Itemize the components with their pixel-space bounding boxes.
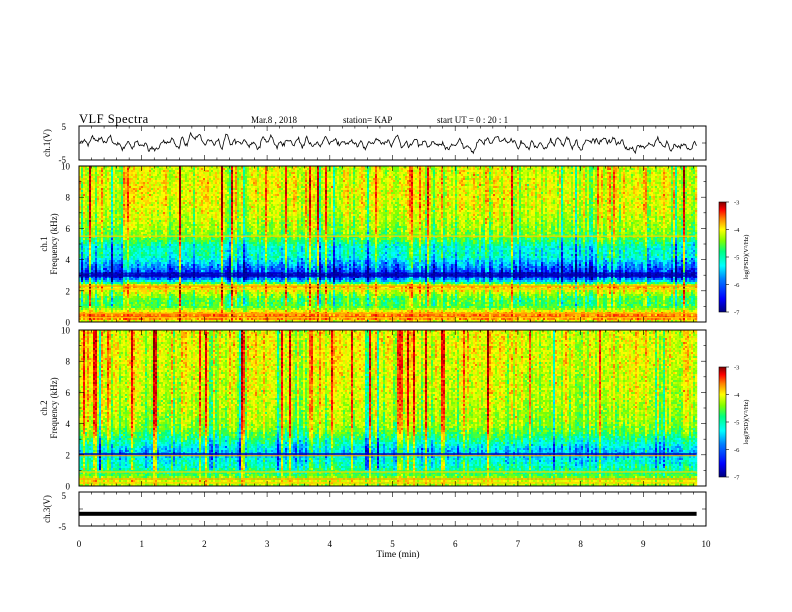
x-ticklabel: 9 (641, 539, 646, 549)
y-ticklabel: 0 (66, 482, 71, 492)
waveform-ch1-trace (79, 131, 697, 155)
spectral-line-bright (79, 482, 697, 484)
spectral-line-bright (79, 316, 697, 319)
figure-header: VLF Spectra Mar.8 , 2018 station= KAP st… (79, 112, 699, 126)
spectral-line-dark (79, 274, 697, 277)
y-ticklabel: 0 (66, 318, 71, 328)
colorbar-ch2-ticks: -3 -4 -5 -6 -7 (726, 365, 740, 482)
colorbar-ch1-gradient (718, 201, 727, 313)
spectrogram-ch2-image (79, 330, 706, 487)
spectral-line-bright (79, 454, 697, 457)
x-axis-label: Time (min) (376, 549, 419, 560)
spectrogram-ch1-image (79, 166, 706, 323)
colorbar-ticklabel: -3 (734, 200, 739, 207)
x-ticklabel: 3 (265, 539, 270, 549)
spectral-line-bright (79, 471, 697, 473)
spectrogram-ch1-yticklabels: 0 2 4 6 8 10 (61, 162, 71, 328)
y-ticklabel: 8 (66, 357, 71, 367)
spectrogram-ch2-ticks (78, 329, 707, 487)
colorbar-ch1: -3 -4 -5 -6 -7 log(PSD)(V²/Hz) (718, 200, 750, 317)
y-ticklabel: 6 (66, 388, 71, 398)
x-ticklabel: 5 (390, 539, 395, 549)
colorbar-ch2: -3 -4 -5 -6 -7 log(PSD)(V²/Hz) (718, 365, 750, 482)
date-label: Mar.8 , 2018 (251, 115, 297, 125)
spectrogram-ch2-yticklabels: 0 2 4 6 8 10 (61, 326, 71, 492)
spectral-line-dark (79, 272, 697, 275)
waveform-ch3-trace (79, 511, 697, 516)
x-ticklabel: 2 (202, 539, 207, 549)
spectrogram-ch2-panel: 0 2 4 6 8 10 ch.2 Frequency (kHz) (39, 326, 707, 492)
spectral-line-bright (79, 235, 697, 237)
x-ticklabel: 1 (139, 539, 144, 549)
spectrogram-ch1-ylabel-channel: ch.1 (39, 236, 49, 251)
spectrogram-ch2-ylabel: Frequency (kHz) (49, 377, 59, 438)
spectrogram-ch1-panel: 0 2 4 6 8 10 ch.1 Frequency (kHz) (39, 162, 707, 328)
colorbar-ticklabel: -7 (734, 475, 740, 482)
x-ticklabel: 10 (702, 539, 712, 549)
y-ticklabel: 10 (61, 326, 71, 336)
spectral-line-dark (79, 453, 697, 456)
waveform-ch3-ylabel: ch.3(V) (42, 495, 52, 523)
colorbar-ticklabel: -5 (734, 420, 739, 427)
start-time-label: start UT = 0 : 20 : 1 (437, 115, 508, 125)
waveform-ch3-panel: 5 -5 ch.3(V) (42, 491, 707, 532)
waveform-ch3-frame (78, 491, 707, 527)
colorbar-ch1-ticks: -3 -4 -5 -6 -7 (726, 200, 740, 317)
x-axis-ticklabels: 0 1 2 3 4 5 6 7 8 9 10 (77, 539, 711, 549)
colorbar-ticklabel: -4 (734, 227, 740, 234)
x-ticklabel: 7 (516, 539, 521, 549)
spectral-line-bright (79, 285, 697, 287)
y-ticklabel: 10 (61, 162, 71, 172)
colorbar-ticklabel: -4 (734, 392, 740, 399)
spectrogram-ch2-ylabel-channel: ch.2 (39, 400, 49, 415)
colorbar-ch1-label: log(PSD)(V²/Hz) (743, 235, 750, 280)
waveform-ch3-ytick-top: 5 (62, 491, 67, 501)
spectral-line-bright (79, 288, 697, 290)
colorbar-ticklabel: -5 (734, 255, 739, 262)
colorbar-ticklabel: -7 (734, 310, 740, 317)
y-ticklabel: 6 (66, 224, 71, 234)
station-label: station= KAP (343, 115, 392, 125)
x-ticklabel: 0 (77, 539, 82, 549)
spectrogram-ch1-ticks (78, 165, 707, 323)
y-ticklabel: 8 (66, 193, 71, 203)
y-ticklabel: 2 (66, 286, 71, 296)
y-ticklabel: 4 (66, 419, 71, 429)
y-ticklabel: 2 (66, 450, 71, 460)
colorbar-ch2-gradient (718, 366, 727, 478)
waveform-ch1-ytick-top: 5 (62, 122, 67, 132)
spectrogram-ch1-ylabel: Frequency (kHz) (49, 213, 59, 274)
x-ticklabel: 6 (453, 539, 458, 549)
waveform-ch3-ytick-bottom: -5 (59, 522, 67, 532)
spectral-line-bright (79, 312, 697, 315)
spectral-line-bright (79, 478, 697, 480)
colorbar-ticklabel: -6 (734, 282, 740, 289)
waveform-ch1-ticks (78, 125, 707, 161)
colorbar-ticklabel: -6 (734, 447, 740, 454)
colorbar-ch2-label: log(PSD)(V²/Hz) (743, 400, 750, 445)
waveform-ch1-ylabel: ch.1(V) (42, 129, 52, 157)
waveform-ch3-ticks (78, 491, 707, 527)
waveform-ch1-ytick-bottom: -5 (59, 155, 67, 165)
y-ticklabel: 4 (66, 255, 71, 265)
colorbar-ticklabel: -3 (734, 365, 739, 372)
x-ticklabel: 8 (578, 539, 583, 549)
x-ticklabel: 4 (328, 539, 333, 549)
waveform-ch1-panel: 5 -5 ch.1(V) (42, 122, 707, 165)
figure-title: VLF Spectra (79, 112, 149, 127)
